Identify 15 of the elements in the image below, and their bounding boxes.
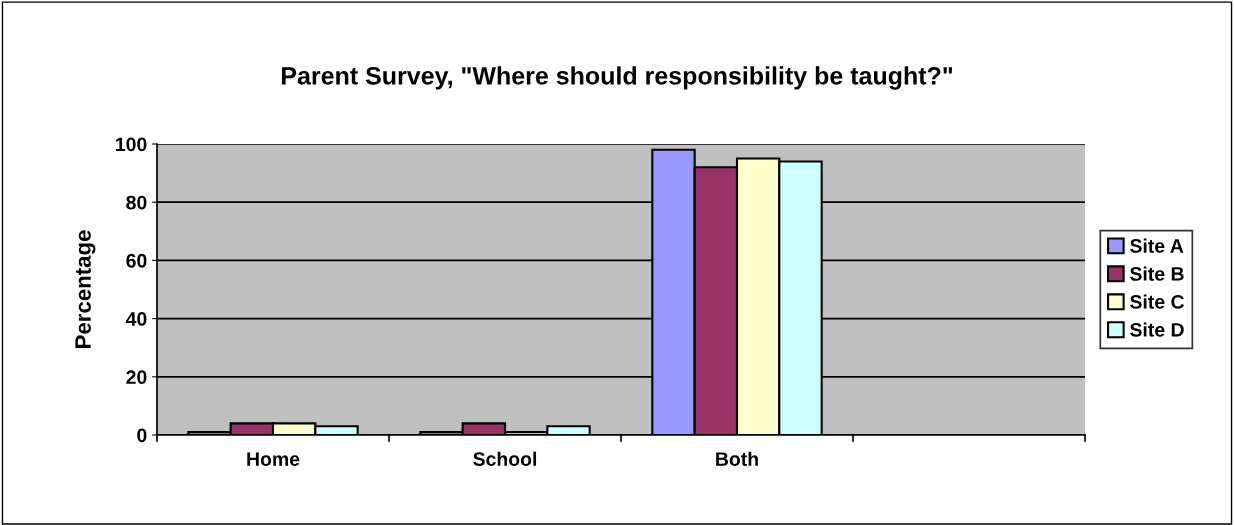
y-tick-label: 100 <box>116 137 147 152</box>
legend-label: Site C <box>1130 294 1185 309</box>
legend-label: Site D <box>1130 322 1184 337</box>
x-tick-label: Home <box>247 452 300 466</box>
x-tick-label: Both <box>716 451 758 466</box>
y-tick-label: 0 <box>137 428 147 443</box>
y-tick-label: 80 <box>126 195 147 210</box>
y-axis-title: Percentage <box>75 230 96 348</box>
y-tick-label: 20 <box>126 370 147 385</box>
y-tick-label: 40 <box>125 312 147 326</box>
x-tick-label: School <box>473 451 537 466</box>
y-tick-label: 60 <box>126 253 147 268</box>
legend-label: Site A <box>1130 238 1184 253</box>
legend-label: Site B <box>1130 266 1184 281</box>
chart-title: Parent Survey, "Where should responsibility be taught?" <box>282 66 953 90</box>
